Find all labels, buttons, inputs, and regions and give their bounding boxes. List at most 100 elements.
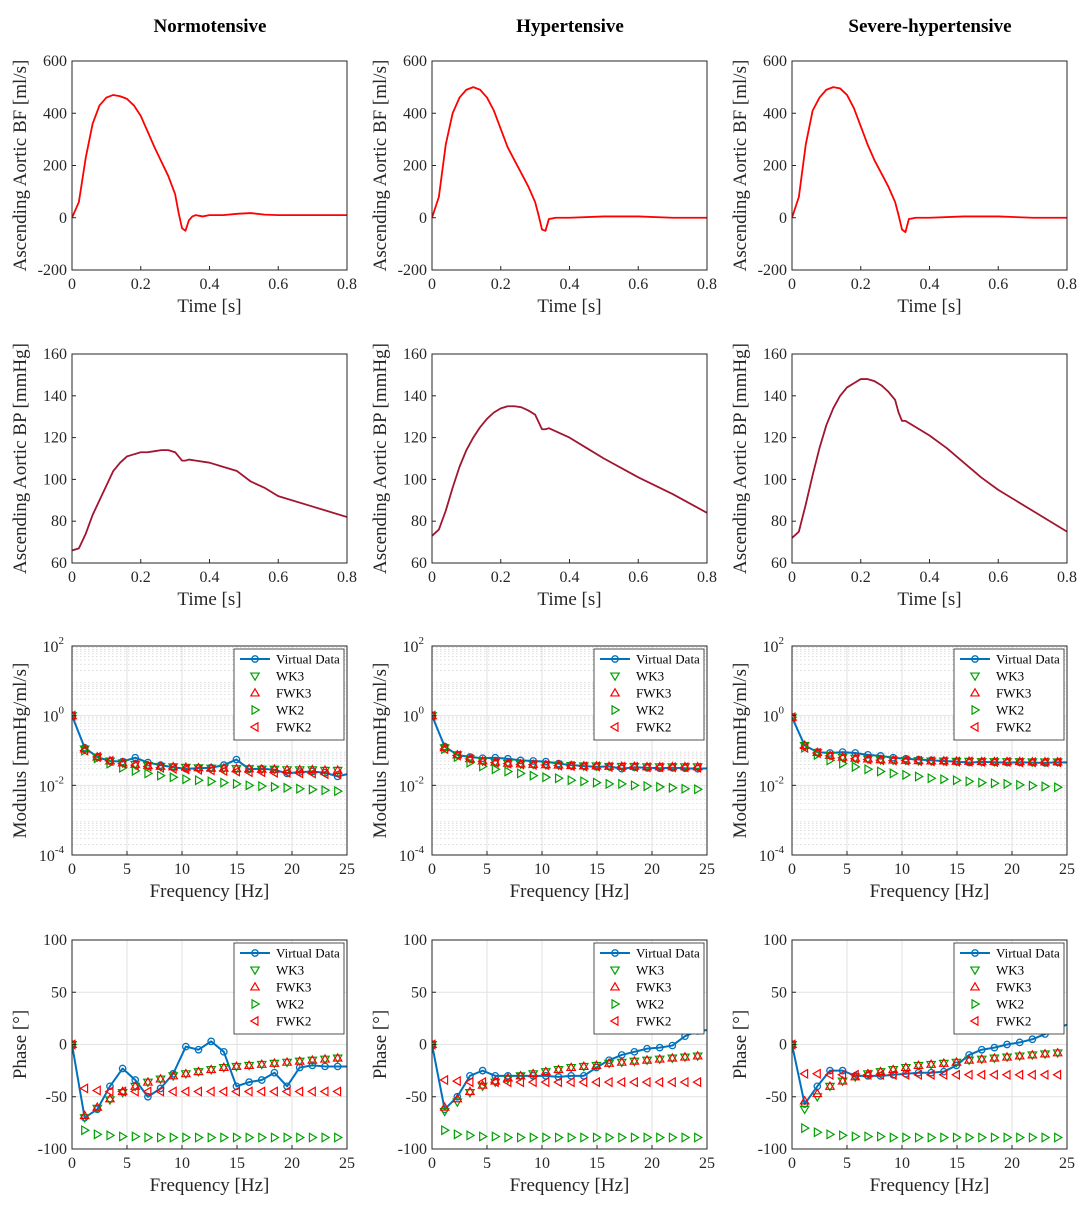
point-fwk2	[294, 1086, 304, 1097]
y-axis-label: Phase [°]	[370, 1010, 391, 1079]
point-wk3	[527, 760, 539, 770]
data-layer	[432, 1027, 707, 1143]
point-fwk2	[925, 756, 935, 767]
y-tick-base: 10	[763, 639, 779, 656]
point-wk2	[914, 771, 924, 782]
point-wk3	[862, 755, 874, 765]
legend-label: FWK2	[996, 720, 1031, 735]
point-wk2	[131, 1131, 141, 1142]
point-fwk2	[231, 1086, 240, 1097]
point-wk2	[119, 1131, 128, 1142]
point-fwk2	[792, 712, 796, 723]
point-fwk3	[180, 1068, 192, 1078]
point-wk2	[1028, 780, 1038, 791]
x-tick-label: 0.6	[268, 569, 288, 586]
point-virtual-data	[668, 1041, 677, 1050]
point-fwk3	[951, 1056, 962, 1066]
point-wk2	[517, 768, 526, 779]
point-wk2	[580, 776, 590, 787]
point-wk2	[72, 1041, 78, 1048]
x-tick-label: 0.2	[851, 276, 871, 293]
x-axis-label: Time [s]	[897, 296, 961, 317]
x-tick-label: 25	[1059, 1155, 1075, 1172]
x-tick-label: 0	[788, 569, 796, 586]
legend-marker	[971, 655, 979, 663]
point-wk2	[245, 780, 255, 791]
legend-label: FWK2	[636, 1014, 671, 1029]
point-fwk2	[193, 764, 203, 776]
y-tick-label: 100	[763, 471, 787, 488]
plot-area	[72, 354, 347, 563]
legend-item-wk3: WK3	[969, 963, 1024, 978]
legend-item-fwk2: FWK2	[249, 720, 311, 735]
point-wk3	[319, 1055, 331, 1065]
y-tick-label: -100	[398, 1141, 427, 1158]
point-wk3	[837, 1077, 848, 1087]
point-fwk2	[976, 1069, 986, 1081]
point-virtual-data	[182, 1042, 190, 1051]
legend-marker	[969, 966, 981, 976]
point-fwk2	[900, 1069, 910, 1081]
point-virtual-data	[1066, 760, 1067, 765]
y-tick-label: 60	[771, 555, 787, 572]
point-fwk3	[578, 1061, 590, 1070]
y-tick-exponent: 0	[419, 705, 425, 717]
point-fwk2	[591, 1076, 600, 1088]
point-virtual-data	[308, 1061, 317, 1070]
y-tick-label: 10-2	[399, 774, 424, 795]
legend-label: WK2	[636, 997, 664, 1012]
point-wk3	[679, 1053, 691, 1063]
y-tick-label: 100	[43, 471, 67, 488]
point-fwk2	[1026, 756, 1036, 768]
point-wk3	[180, 1070, 192, 1080]
point-wk2	[232, 1132, 242, 1143]
point-wk2	[978, 1132, 988, 1143]
point-fwk2	[1014, 1069, 1024, 1081]
point-fwk3	[527, 1068, 539, 1078]
point-wk2	[81, 745, 91, 756]
y-axis-label: Phase [°]	[10, 1010, 31, 1079]
legend-item-fwk2: FWK2	[249, 1014, 311, 1029]
point-fwk2	[167, 763, 177, 774]
point-wk2	[990, 1132, 1000, 1143]
legend-marker	[251, 998, 261, 1010]
legend-label: WK3	[996, 963, 1024, 978]
point-wk2	[864, 763, 874, 775]
point-wk2	[232, 778, 242, 790]
point-wk2	[681, 783, 691, 794]
point-fwk2	[849, 753, 859, 764]
point-fwk2	[205, 765, 215, 776]
point-fwk2	[451, 1075, 461, 1087]
axes-frame	[791, 645, 1068, 856]
point-wk3	[641, 1056, 653, 1066]
point-wk2	[605, 778, 615, 790]
point-wk3	[875, 756, 886, 766]
point-fwk2	[591, 761, 600, 772]
point-wk2	[952, 774, 962, 786]
y-tick-label: -50	[46, 1089, 67, 1106]
point-fwk3	[692, 1050, 703, 1060]
point-wk2	[194, 1132, 204, 1143]
legend-marker	[971, 949, 979, 957]
point-fwk2	[527, 759, 537, 770]
y-tick-exponent: -4	[415, 844, 425, 856]
x-tick-label: 15	[949, 1155, 965, 1172]
legend-item-wk3: WK3	[249, 669, 304, 684]
point-wk3	[307, 1056, 318, 1066]
point-wk2	[270, 781, 280, 793]
x-tick-label: 0.6	[988, 276, 1008, 293]
legend-marker	[971, 998, 981, 1010]
x-tick-label: 0.2	[491, 569, 511, 586]
y-tick-exponent: -2	[55, 774, 64, 786]
chart-ph-normo: 0 5 10 15 20 25 -100 -50 0 50 100 Frequency [Hz] Pha…	[10, 932, 355, 1196]
y-tick-base: 10	[763, 709, 779, 726]
point-wk2	[220, 777, 230, 788]
x-tick-label: 20	[284, 1155, 300, 1172]
point-wk2	[952, 1132, 962, 1143]
point-fwk2	[439, 743, 449, 755]
x-tick-label: 0.8	[337, 276, 357, 293]
point-wk3	[269, 1059, 280, 1069]
point-virtual-data	[257, 1076, 266, 1084]
point-wk2	[567, 774, 577, 786]
point-wk3	[477, 1082, 488, 1092]
